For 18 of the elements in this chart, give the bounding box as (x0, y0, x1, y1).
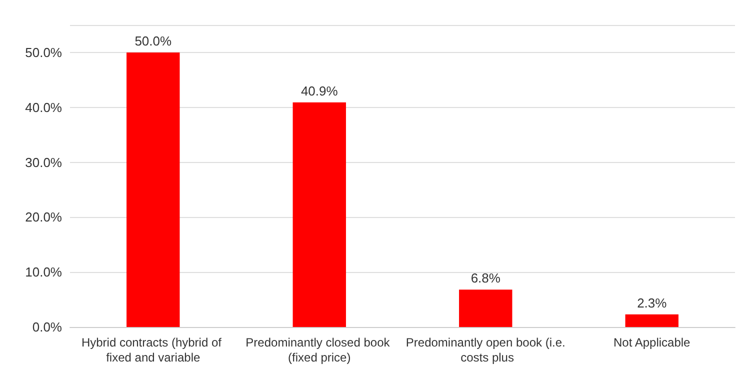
x-tick-label: Hybrid contracts (hybrid of fixed and variable (81, 336, 225, 364)
bar (459, 290, 512, 327)
bar (292, 102, 346, 327)
data-label: 2.3% (637, 295, 668, 310)
y-tick-label: 0.0% (32, 320, 62, 334)
x-tick-label: Predominantly open book (i.e. costs plus (406, 336, 566, 364)
data-label: 40.9% (300, 83, 338, 98)
y-tick-label: 30.0% (25, 154, 62, 170)
x-tick-label: Predominantly closed book (fixed price) (246, 336, 394, 364)
y-tick-label: 40.0% (25, 100, 62, 115)
y-tick-label: 10.0% (25, 264, 62, 280)
data-label: 6.8% (470, 270, 501, 286)
data-label: 50.0% (134, 33, 172, 48)
bar (625, 314, 678, 327)
y-tick-label: 20.0% (25, 210, 62, 225)
x-tick-label: Not Applicable (614, 336, 691, 350)
y-tick-label: 50.0% (25, 44, 62, 60)
bar (126, 52, 180, 327)
